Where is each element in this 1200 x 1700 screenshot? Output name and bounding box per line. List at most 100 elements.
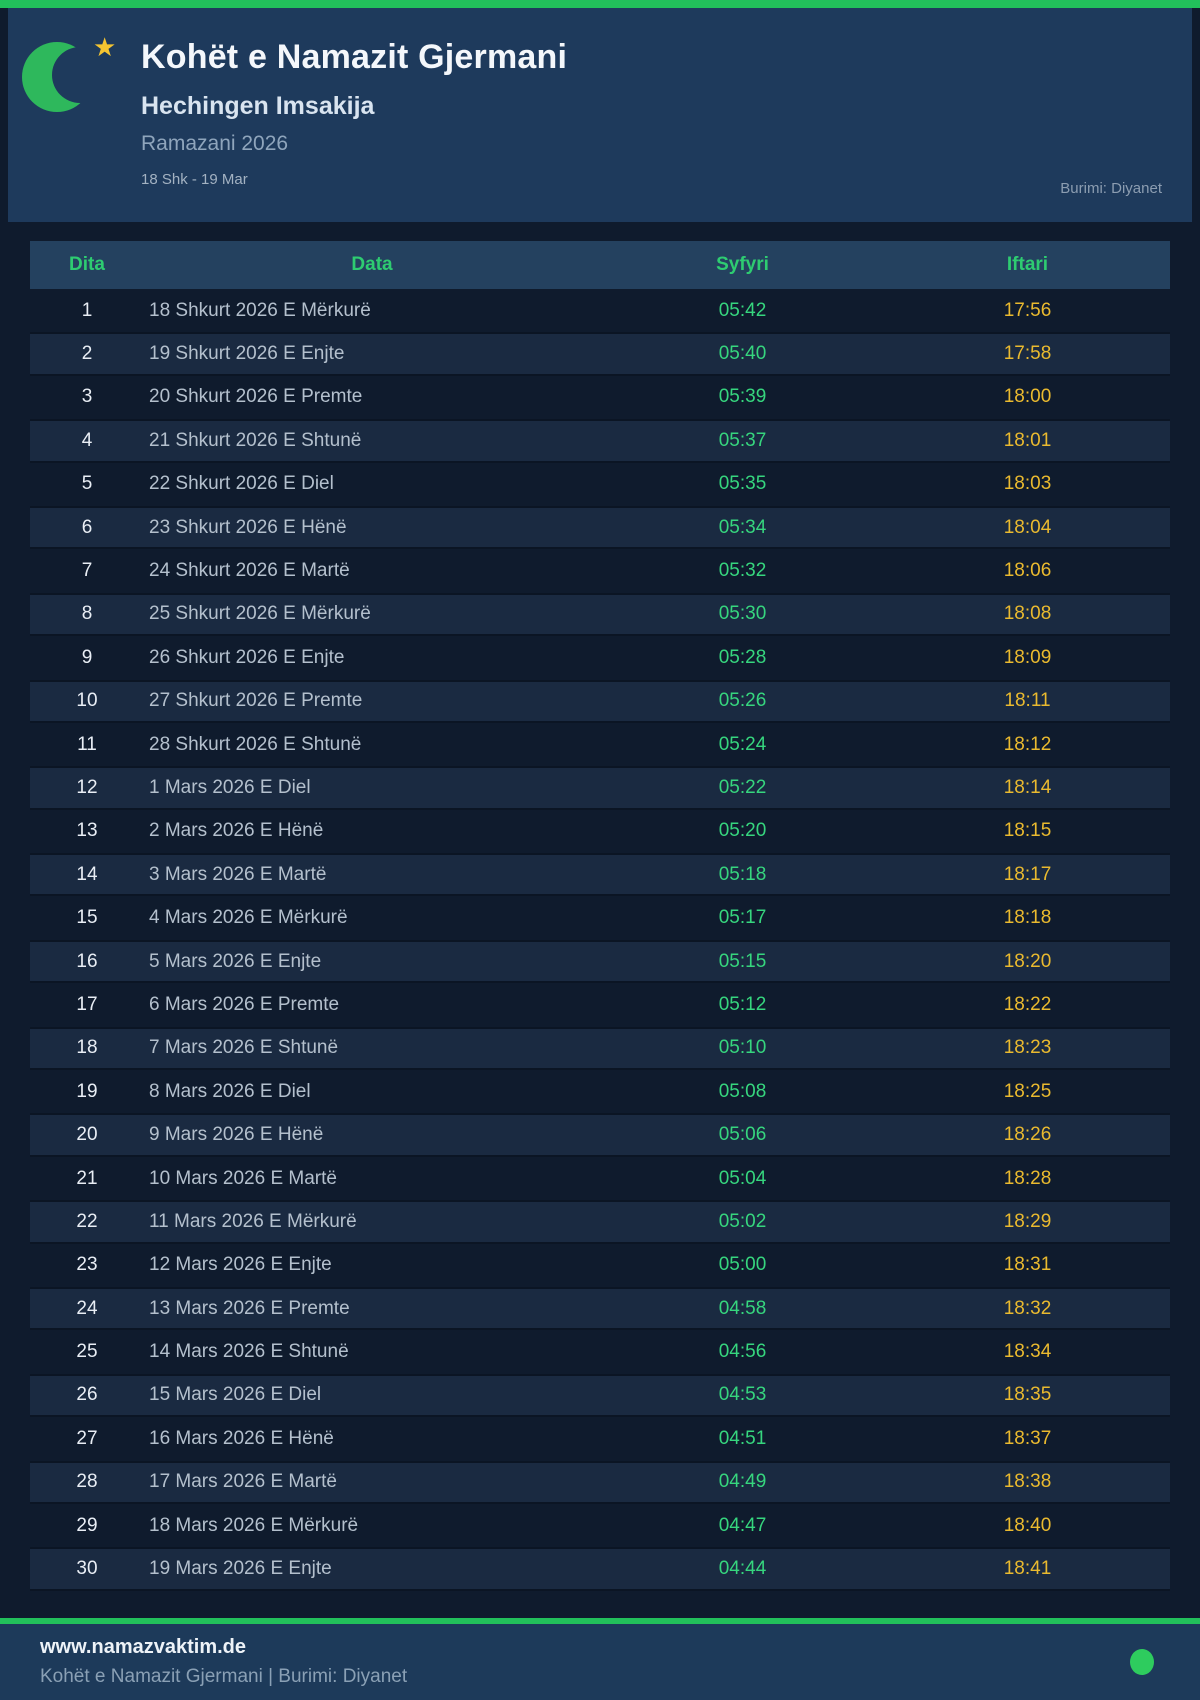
table-row: 13 2 Mars 2026 E Hënë 05:20 18:15 xyxy=(30,810,1170,853)
row-date: 4 Mars 2026 E Mërkurë xyxy=(149,907,348,929)
row-iftari-time: 18:17 xyxy=(1003,863,1052,885)
table-row: 24 13 Mars 2026 E Premte 04:58 18:32 xyxy=(30,1286,1170,1331)
table-row: 9 26 Shkurt 2026 E Enjte 05:28 18:09 xyxy=(30,636,1170,679)
source-label: Burimi: Diyanet xyxy=(1060,180,1162,197)
row-iftari-time: 18:25 xyxy=(1003,1080,1052,1102)
row-iftari-time: 18:18 xyxy=(1003,907,1052,929)
star-icon: ★ xyxy=(93,32,117,62)
row-syfyri-time: 05:04 xyxy=(718,1167,767,1189)
row-date: 8 Mars 2026 E Diel xyxy=(149,1080,311,1102)
table-row: 20 9 Mars 2026 E Hënë 05:06 18:26 xyxy=(30,1113,1170,1157)
row-date: 18 Mars 2026 E Mërkurë xyxy=(149,1514,359,1536)
column-header-data: Data xyxy=(351,254,393,275)
table-row: 16 5 Mars 2026 E Enjte 05:15 18:20 xyxy=(30,939,1170,984)
row-day-number: 14 xyxy=(76,863,98,885)
row-day-number: 15 xyxy=(76,907,98,929)
row-syfyri-time: 05:06 xyxy=(718,1124,767,1146)
table-row: 22 11 Mars 2026 E Mërkurë 05:02 18:29 xyxy=(30,1200,1170,1244)
row-syfyri-time: 05:10 xyxy=(718,1037,767,1059)
row-day-number: 18 xyxy=(76,1037,98,1059)
row-iftari-time: 18:28 xyxy=(1003,1167,1052,1189)
table-row: 19 8 Mars 2026 E Diel 05:08 18:25 xyxy=(30,1070,1170,1113)
row-iftari-time: 17:56 xyxy=(1003,299,1052,321)
row-date: 17 Mars 2026 E Martë xyxy=(149,1471,337,1493)
table-row: 11 28 Shkurt 2026 E Shtunë 05:24 18:12 xyxy=(30,723,1170,766)
prayer-times-table: Dita Data Syfyri Iftari 1 18 Shkurt 2026… xyxy=(30,241,1170,1591)
row-date: 20 Shkurt 2026 E Premte xyxy=(149,386,363,408)
row-iftari-time: 18:34 xyxy=(1003,1341,1052,1363)
row-syfyri-time: 04:53 xyxy=(718,1384,767,1406)
row-syfyri-time: 04:49 xyxy=(718,1471,767,1493)
row-syfyri-time: 05:42 xyxy=(718,299,767,321)
table-row: 23 12 Mars 2026 E Enjte 05:00 18:31 xyxy=(30,1244,1170,1287)
row-day-number: 12 xyxy=(76,776,98,798)
row-day-number: 30 xyxy=(76,1558,98,1580)
table-row: 1 18 Shkurt 2026 E Mërkurë 05:42 17:56 xyxy=(30,289,1170,332)
row-syfyri-time: 05:32 xyxy=(718,560,767,582)
row-syfyri-time: 04:58 xyxy=(718,1297,767,1319)
row-iftari-time: 18:38 xyxy=(1003,1471,1052,1493)
row-iftari-time: 18:06 xyxy=(1003,560,1052,582)
row-day-number: 4 xyxy=(81,429,93,451)
row-syfyri-time: 05:02 xyxy=(718,1210,767,1232)
table-row: 26 15 Mars 2026 E Diel 04:53 18:35 xyxy=(30,1373,1170,1418)
header-panel: ★ Kohët e Namazit Gjermani Hechingen Ims… xyxy=(8,8,1192,222)
row-iftari-time: 18:20 xyxy=(1003,950,1052,972)
row-date: 23 Shkurt 2026 E Hënë xyxy=(149,516,347,538)
season-label: Ramazani 2026 xyxy=(141,132,289,155)
row-date: 18 Shkurt 2026 E Mërkurë xyxy=(149,299,371,321)
row-day-number: 24 xyxy=(76,1297,98,1319)
row-date: 16 Mars 2026 E Hënë xyxy=(149,1427,334,1449)
table-row: 2 19 Shkurt 2026 E Enjte 05:40 17:58 xyxy=(30,332,1170,376)
row-iftari-time: 17:58 xyxy=(1003,343,1052,365)
row-day-number: 23 xyxy=(76,1254,98,1276)
row-date: 26 Shkurt 2026 E Enjte xyxy=(149,646,345,668)
table-row: 15 4 Mars 2026 E Mërkurë 05:17 18:18 xyxy=(30,896,1170,939)
row-date: 1 Mars 2026 E Diel xyxy=(149,776,311,798)
row-day-number: 5 xyxy=(81,473,93,495)
row-syfyri-time: 05:37 xyxy=(718,429,767,451)
table-row: 28 17 Mars 2026 E Martë 04:49 18:38 xyxy=(30,1460,1170,1504)
row-syfyri-time: 05:39 xyxy=(718,386,767,408)
row-date: 15 Mars 2026 E Diel xyxy=(149,1384,322,1406)
website-link[interactable]: www.namazvaktim.de xyxy=(40,1636,246,1658)
row-day-number: 20 xyxy=(76,1124,98,1146)
row-date: 25 Shkurt 2026 E Mërkurë xyxy=(149,603,371,625)
row-syfyri-time: 05:18 xyxy=(718,863,767,885)
row-syfyri-time: 05:17 xyxy=(718,907,767,929)
row-date: 28 Shkurt 2026 E Shtunë xyxy=(149,733,362,755)
table-row: 8 25 Shkurt 2026 E Mërkurë 05:30 18:08 xyxy=(30,592,1170,637)
row-date: 10 Mars 2026 E Martë xyxy=(149,1167,337,1189)
row-syfyri-time: 05:26 xyxy=(718,690,767,712)
row-date: 5 Mars 2026 E Enjte xyxy=(149,950,322,972)
row-day-number: 17 xyxy=(76,993,98,1015)
row-date: 7 Mars 2026 E Shtunë xyxy=(149,1037,339,1059)
row-day-number: 10 xyxy=(76,690,98,712)
crescent-moon-icon xyxy=(22,42,108,112)
row-iftari-time: 18:31 xyxy=(1003,1254,1052,1276)
row-iftari-time: 18:35 xyxy=(1003,1384,1052,1406)
row-syfyri-time: 04:56 xyxy=(718,1341,767,1363)
footer: www.namazvaktim.de Kohët e Namazit Gjerm… xyxy=(0,1624,1200,1700)
row-day-number: 26 xyxy=(76,1384,98,1406)
row-date: 13 Mars 2026 E Premte xyxy=(149,1297,350,1319)
row-date: 19 Shkurt 2026 E Enjte xyxy=(149,343,345,365)
row-date: 27 Shkurt 2026 E Premte xyxy=(149,690,363,712)
table-row: 3 20 Shkurt 2026 E Premte 05:39 18:00 xyxy=(30,376,1170,419)
footer-tagline: Kohët e Namazit Gjermani | Burimi: Diyan… xyxy=(40,1666,408,1687)
row-day-number: 13 xyxy=(76,820,98,842)
page-title: Kohët e Namazit Gjermani xyxy=(141,38,568,76)
row-iftari-time: 18:14 xyxy=(1003,776,1052,798)
row-date: 19 Mars 2026 E Enjte xyxy=(149,1558,332,1580)
row-date: 22 Shkurt 2026 E Diel xyxy=(149,473,334,495)
row-iftari-time: 18:41 xyxy=(1003,1558,1052,1580)
row-day-number: 7 xyxy=(81,560,93,582)
top-accent-bar xyxy=(0,0,1200,8)
table-row: 27 16 Mars 2026 E Hënë 04:51 18:37 xyxy=(30,1417,1170,1460)
footer-accent-divider xyxy=(0,1618,1200,1624)
row-syfyri-time: 05:22 xyxy=(718,776,767,798)
row-day-number: 1 xyxy=(81,299,93,321)
table-row: 6 23 Shkurt 2026 E Hënë 05:34 18:04 xyxy=(30,505,1170,550)
status-dot-icon xyxy=(1130,1649,1154,1675)
row-syfyri-time: 04:44 xyxy=(718,1558,767,1580)
